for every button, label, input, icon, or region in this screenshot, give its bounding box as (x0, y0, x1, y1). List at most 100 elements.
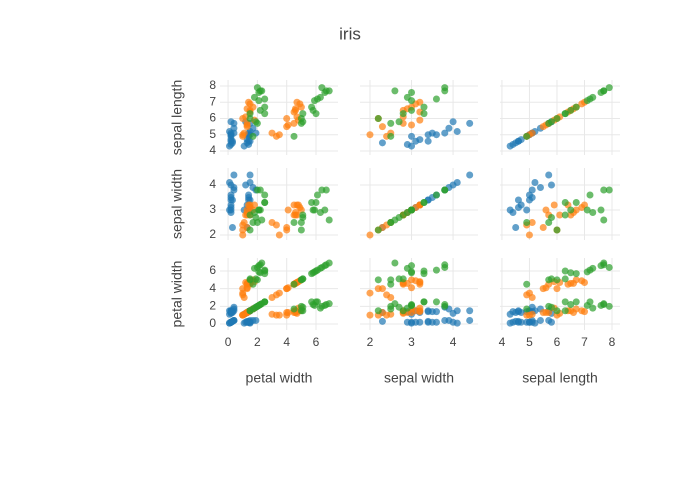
x-tick-label: 0 (225, 335, 232, 349)
point (399, 211, 407, 219)
point (240, 219, 248, 226)
point (246, 114, 254, 122)
point (387, 132, 395, 140)
point (525, 231, 533, 239)
point (553, 276, 561, 284)
point (253, 276, 261, 284)
point (297, 119, 305, 127)
point (387, 276, 395, 284)
point (547, 181, 555, 189)
point (547, 318, 555, 326)
point (506, 319, 514, 327)
point (290, 219, 298, 226)
point (572, 206, 580, 214)
y-tick-label: 4 (209, 281, 216, 295)
y-tick-label: 0 (209, 316, 216, 330)
point (578, 204, 586, 211)
point (299, 307, 307, 315)
point (561, 307, 569, 315)
point (378, 139, 386, 147)
point (545, 171, 553, 179)
x-tick-label: 5 (526, 335, 533, 349)
point (523, 305, 531, 313)
point (542, 206, 550, 214)
point (578, 100, 586, 108)
point (391, 300, 399, 308)
point (243, 139, 251, 147)
point (441, 316, 449, 324)
y-axis-title: petal width (169, 261, 185, 328)
point (283, 114, 291, 122)
point (512, 317, 520, 325)
y-axis-title: sepal length (169, 80, 185, 156)
point (572, 199, 580, 206)
point (506, 310, 514, 318)
chart-title: iris (339, 24, 361, 43)
point (542, 284, 550, 292)
point (523, 280, 531, 288)
point (441, 129, 449, 137)
point (308, 270, 316, 278)
point (600, 216, 608, 224)
point (261, 191, 269, 199)
point (253, 263, 261, 271)
point (253, 186, 261, 194)
point (408, 142, 416, 150)
point (284, 206, 292, 214)
point (250, 93, 258, 101)
point (420, 298, 428, 306)
y-tick-label: 4 (209, 177, 216, 191)
point (366, 289, 374, 297)
point (228, 139, 236, 147)
point (391, 259, 399, 267)
point (578, 307, 586, 315)
point (466, 307, 474, 315)
point (432, 131, 440, 139)
point (291, 105, 299, 113)
y-tick-label: 7 (209, 94, 216, 108)
point (325, 259, 333, 267)
point (553, 285, 561, 293)
point (572, 270, 580, 278)
point (420, 103, 428, 111)
point (600, 87, 608, 95)
y-tick-label: 6 (209, 111, 216, 125)
x-tick-label: 6 (313, 335, 320, 349)
point (525, 196, 533, 204)
point (243, 121, 251, 129)
point (597, 206, 605, 214)
point (523, 219, 531, 226)
y-tick-label: 5 (209, 127, 216, 141)
point (297, 103, 305, 111)
point (391, 216, 399, 224)
point (308, 298, 316, 306)
point (313, 298, 321, 306)
point (261, 270, 269, 278)
point (567, 269, 575, 277)
point (432, 298, 440, 306)
point (246, 226, 254, 234)
point (227, 196, 235, 204)
point (545, 276, 553, 284)
point (441, 84, 449, 92)
x-tick-label: 8 (609, 335, 616, 349)
point (567, 106, 575, 114)
point (441, 186, 449, 194)
point (243, 317, 251, 325)
point (403, 264, 411, 272)
point (561, 199, 569, 206)
point (453, 127, 461, 135)
point (227, 118, 235, 126)
y-tick-label: 8 (209, 78, 216, 92)
point (545, 302, 553, 310)
point (299, 275, 307, 283)
point (556, 211, 564, 219)
point (253, 302, 261, 310)
point (553, 114, 561, 122)
point (512, 224, 520, 231)
point (230, 316, 238, 324)
point (506, 206, 514, 214)
x-axis-title: sepal width (384, 370, 454, 386)
point (408, 319, 416, 327)
point (600, 259, 608, 267)
